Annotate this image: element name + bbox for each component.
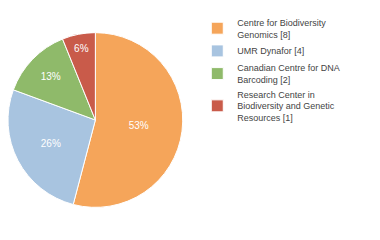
svg-text:6%: 6% (74, 43, 89, 54)
svg-text:UMR Dynafor [4]: UMR Dynafor [4] (237, 46, 304, 56)
svg-text:13%: 13% (41, 71, 61, 82)
svg-text:26%: 26% (41, 138, 61, 149)
svg-text:53%: 53% (129, 120, 149, 131)
svg-text:Canadian Centre for DNABarcodi: Canadian Centre for DNABarcoding [2] (237, 63, 340, 85)
svg-text:Centre for BiodiversityGenomic: Centre for BiodiversityGenomics [8] (237, 18, 326, 40)
svg-text:Research Center inBiodiversity: Research Center inBiodiversity and Genet… (237, 90, 335, 123)
